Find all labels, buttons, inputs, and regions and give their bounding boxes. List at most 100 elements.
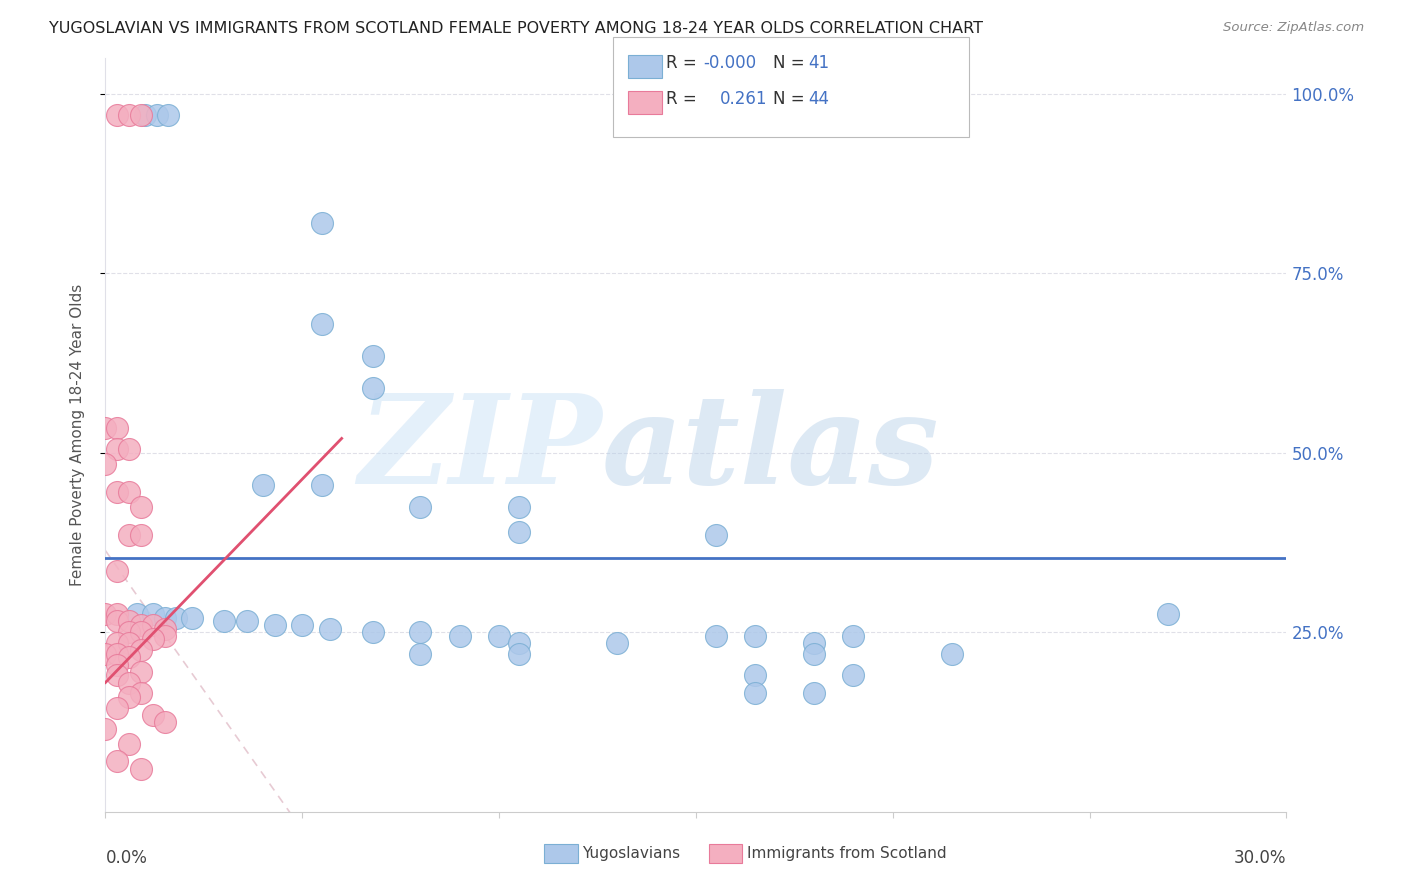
- Point: [118, 528, 141, 542]
- Point: [508, 647, 530, 661]
- Point: [744, 668, 766, 682]
- Point: [941, 647, 963, 661]
- Point: [263, 618, 285, 632]
- Point: [105, 647, 128, 661]
- Text: N =: N =: [773, 90, 810, 108]
- Text: N =: N =: [773, 54, 810, 72]
- Point: [142, 607, 165, 622]
- Text: R =: R =: [666, 90, 703, 108]
- Point: [129, 618, 152, 632]
- Point: [105, 485, 128, 500]
- Point: [803, 686, 825, 700]
- Point: [105, 564, 128, 578]
- Y-axis label: Female Poverty Among 18-24 Year Olds: Female Poverty Among 18-24 Year Olds: [70, 284, 84, 586]
- Point: [94, 722, 117, 736]
- Point: [94, 607, 117, 622]
- Text: 30.0%: 30.0%: [1234, 849, 1286, 867]
- Point: [134, 108, 156, 122]
- Point: [145, 108, 167, 122]
- Point: [118, 108, 141, 122]
- Point: [212, 615, 235, 629]
- Point: [105, 636, 128, 650]
- Point: [409, 500, 432, 514]
- Point: [118, 615, 141, 629]
- Point: [803, 636, 825, 650]
- Point: [508, 636, 530, 650]
- Text: R =: R =: [666, 54, 703, 72]
- Point: [153, 611, 176, 625]
- Text: atlas: atlas: [602, 389, 939, 511]
- Point: [105, 607, 128, 622]
- Point: [842, 629, 865, 643]
- Point: [361, 349, 384, 363]
- Point: [606, 636, 628, 650]
- Text: 0.0%: 0.0%: [105, 849, 148, 867]
- Text: Yugoslavians: Yugoslavians: [582, 847, 681, 861]
- Point: [142, 632, 165, 647]
- Point: [118, 675, 141, 690]
- Point: [744, 686, 766, 700]
- Point: [129, 686, 152, 700]
- Point: [129, 665, 152, 679]
- Point: [118, 737, 141, 751]
- Point: [125, 607, 148, 622]
- Point: [291, 618, 314, 632]
- Point: [704, 528, 727, 542]
- Text: YUGOSLAVIAN VS IMMIGRANTS FROM SCOTLAND FEMALE POVERTY AMONG 18-24 YEAR OLDS COR: YUGOSLAVIAN VS IMMIGRANTS FROM SCOTLAND …: [49, 21, 983, 36]
- Point: [129, 762, 152, 776]
- Point: [105, 442, 128, 457]
- Point: [508, 524, 530, 539]
- Point: [105, 108, 128, 122]
- Point: [129, 108, 152, 122]
- Point: [118, 690, 141, 704]
- Point: [409, 647, 432, 661]
- Point: [508, 500, 530, 514]
- Point: [118, 625, 141, 640]
- Text: 41: 41: [808, 54, 830, 72]
- Point: [105, 420, 128, 434]
- Point: [449, 629, 471, 643]
- Point: [94, 420, 117, 434]
- Point: [361, 381, 384, 395]
- Point: [142, 707, 165, 722]
- Point: [319, 622, 342, 636]
- Point: [118, 442, 141, 457]
- Point: [105, 668, 128, 682]
- Text: Source: ZipAtlas.com: Source: ZipAtlas.com: [1223, 21, 1364, 34]
- Point: [118, 485, 141, 500]
- Point: [118, 636, 141, 650]
- Point: [157, 108, 180, 122]
- Point: [1157, 607, 1180, 622]
- Text: Immigrants from Scotland: Immigrants from Scotland: [747, 847, 946, 861]
- Point: [118, 650, 141, 665]
- Point: [803, 647, 825, 661]
- Point: [165, 611, 187, 625]
- Point: [129, 528, 152, 542]
- Point: [105, 700, 128, 714]
- Point: [311, 478, 333, 492]
- Point: [311, 216, 333, 230]
- Point: [153, 629, 176, 643]
- Point: [236, 615, 259, 629]
- Point: [361, 625, 384, 640]
- Point: [704, 629, 727, 643]
- Text: ZIP: ZIP: [357, 389, 602, 511]
- Point: [105, 615, 128, 629]
- Point: [129, 643, 152, 657]
- Point: [409, 625, 432, 640]
- Point: [129, 500, 152, 514]
- Point: [94, 647, 117, 661]
- Point: [153, 622, 176, 636]
- Point: [488, 629, 510, 643]
- Point: [744, 629, 766, 643]
- Point: [105, 755, 128, 769]
- Point: [181, 611, 204, 625]
- Point: [105, 657, 128, 672]
- Point: [129, 625, 152, 640]
- Text: 44: 44: [808, 90, 830, 108]
- Point: [153, 714, 176, 729]
- Text: -0.000: -0.000: [703, 54, 756, 72]
- Text: 0.261: 0.261: [720, 90, 768, 108]
- Point: [311, 317, 333, 331]
- Point: [94, 457, 117, 471]
